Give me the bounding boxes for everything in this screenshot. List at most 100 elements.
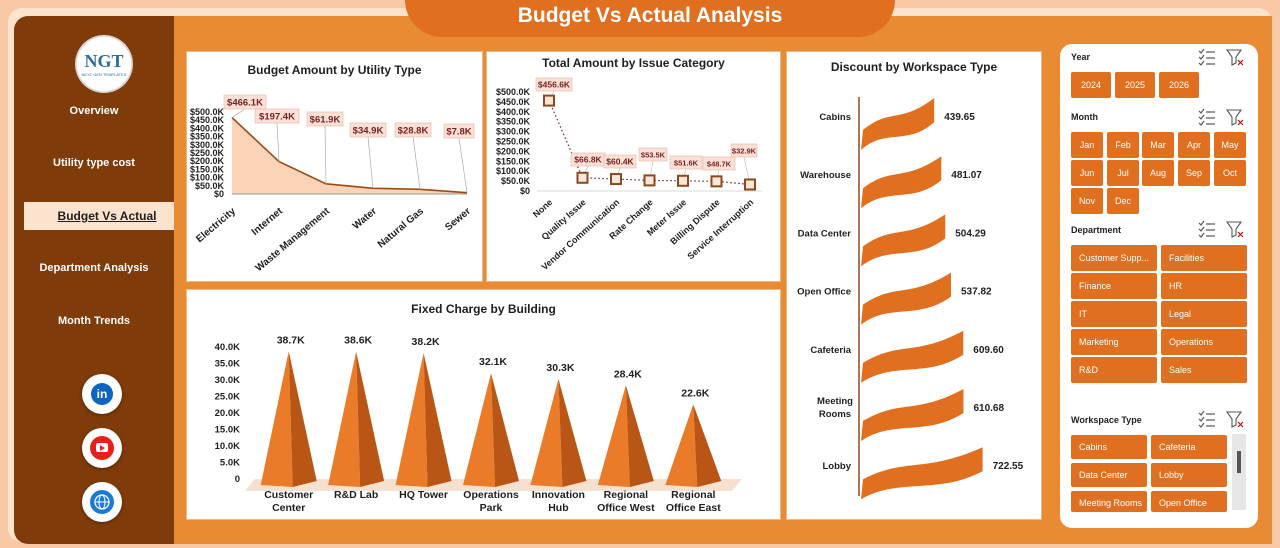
x-tick-label: Internet [250,205,286,237]
slicer-title-department: Department [1071,225,1122,235]
month-jan-button[interactable]: Jan [1071,132,1103,158]
month-dec-button[interactable]: Dec [1107,188,1139,214]
dept-rnd-button[interactable]: R&D [1071,357,1157,383]
y-tick-label: $500.0K [190,107,225,117]
dept-marketing-button[interactable]: Marketing [1071,329,1157,355]
logo-text: NGT [84,51,124,71]
sidebar: NGT NEXT GEN TEMPLATES Overview Utility … [14,16,190,544]
data-label: 38.7K [277,334,305,346]
y-tick-label: 25.0K [215,392,240,403]
year-2025-button[interactable]: 2025 [1115,72,1155,98]
y-tick-label: 15.0K [215,425,240,436]
youtube-button[interactable] [82,428,122,468]
workspace-scrollbar[interactable] [1232,434,1246,510]
dept-hr-button[interactable]: HR [1161,273,1247,299]
x-tick-label: Park [480,502,503,514]
linkedin-button[interactable]: in [82,374,122,414]
dept-it-button[interactable]: IT [1071,301,1157,327]
y-tick-label: $350.0K [496,117,531,127]
website-button[interactable] [82,482,122,522]
utility-budget-card: Budget Amount by Utility Type $500.0K $45… [186,51,483,282]
dept-facilities-button[interactable]: Facilities [1161,245,1247,271]
multi-select-icon[interactable] [1198,220,1215,238]
data-label: 38.6K [344,335,372,347]
x-tick-label: Sewer [443,206,473,233]
y-tick-label: 0 [235,474,240,485]
month-oct-button[interactable]: Oct [1214,160,1246,186]
x-tick-label: Regional [604,489,648,501]
logo-subtitle: NEXT GEN TEMPLATES [81,72,127,77]
data-label-box [306,111,344,127]
clear-filter-icon[interactable] [1225,411,1244,428]
month-mar-button[interactable]: Mar [1142,132,1174,158]
y-tick-label: $300.0K [496,127,531,137]
month-may-button[interactable]: May [1214,132,1246,158]
ws-cafeteria-button[interactable]: Cafeteria [1151,435,1227,459]
multi-select-icon[interactable] [1198,410,1215,428]
data-label: $66.8K [574,155,602,165]
month-sep-button[interactable]: Sep [1178,160,1210,186]
dept-finance-button[interactable]: Finance [1071,273,1157,299]
x-tick-label: Operations [463,489,519,501]
month-apr-button[interactable]: Apr [1178,132,1210,158]
data-label: 30.3K [546,362,574,374]
nav-budget-vs-actual[interactable]: Budget Vs Actual [24,202,190,230]
x-tick-label: HQ Tower [399,489,448,501]
dept-legal-button[interactable]: Legal [1161,301,1247,327]
x-tick-label: Natural Gas [376,206,426,251]
y-tick-label: Rooms [819,409,851,420]
month-jun-button[interactable]: Jun [1071,160,1103,186]
ws-cabins-button[interactable]: Cabins [1071,435,1147,459]
x-tick-label: Innovation [532,489,585,501]
ws-data-center-button[interactable]: Data Center [1071,463,1147,487]
multi-select-icon[interactable] [1198,108,1215,126]
month-aug-button[interactable]: Aug [1142,160,1174,186]
y-tick-label: $0 [214,189,224,199]
linkedin-icon: in [91,383,113,405]
slicer-title-year: Year [1071,52,1091,62]
data-label: $466.1K [227,98,263,109]
pyramid-side [558,379,587,487]
y-tick-label: $50.0K [195,181,225,191]
chart-title: Total Amount by Issue Category [542,56,725,70]
globe-icon [90,490,114,514]
data-label: 722.55 [993,461,1024,472]
y-tick-label: $50.0K [501,176,531,186]
data-label: $456.6K [538,80,571,90]
page-title: Budget Vs Actual Analysis [517,4,783,27]
dept-customer-support-button[interactable]: Customer Supp... [1071,245,1157,271]
discount-workspace-chart: 439.65 Cabins 481.07 Warehouse 504.29 Data Ce… [797,97,1024,500]
nav-department-analysis[interactable]: Department Analysis [39,262,149,274]
data-label: $53.5K [641,151,666,160]
year-2024-button[interactable]: 2024 [1071,72,1111,98]
leader-line [458,137,468,193]
utility-budget-chart: $500.0K$450.0K$400.0K$350.0K$300.0K$250.… [190,94,475,274]
ws-open-office-button[interactable]: Open Office [1151,491,1227,512]
dept-operations-button[interactable]: Operations [1161,329,1247,355]
data-label: $32.9K [732,147,757,156]
month-feb-button[interactable]: Feb [1107,132,1139,158]
multi-select-icon[interactable] [1198,48,1215,66]
clear-filter-icon[interactable] [1225,221,1244,238]
month-jul-button[interactable]: Jul [1107,160,1139,186]
ws-meeting-rooms-button[interactable]: Meeting Rooms [1071,491,1147,512]
leader-line [412,136,421,190]
clear-filter-icon[interactable] [1225,49,1244,66]
y-tick-label: 30.0K [215,375,240,386]
scrollbar-thumb[interactable] [1237,451,1241,473]
ws-lobby-button[interactable]: Lobby [1151,463,1227,487]
y-tick-label: 10.0K [215,441,240,452]
month-nov-button[interactable]: Nov [1071,188,1103,214]
y-tick-label: $250.0K [496,137,531,147]
clear-filter-icon[interactable] [1225,109,1244,126]
chart-title: Discount by Workspace Type [830,60,998,74]
nav-month-trends[interactable]: Month Trends [57,315,131,327]
dept-sales-button[interactable]: Sales [1161,357,1247,383]
nav-utility-type-cost[interactable]: Utility type cost [53,157,135,169]
pyramid-side [356,351,385,487]
data-label-box [730,143,758,158]
data-label: 610.68 [973,403,1004,414]
year-2026-button[interactable]: 2026 [1159,72,1199,98]
y-tick-label: 20.0K [215,408,240,419]
nav-overview[interactable]: Overview [69,105,119,117]
